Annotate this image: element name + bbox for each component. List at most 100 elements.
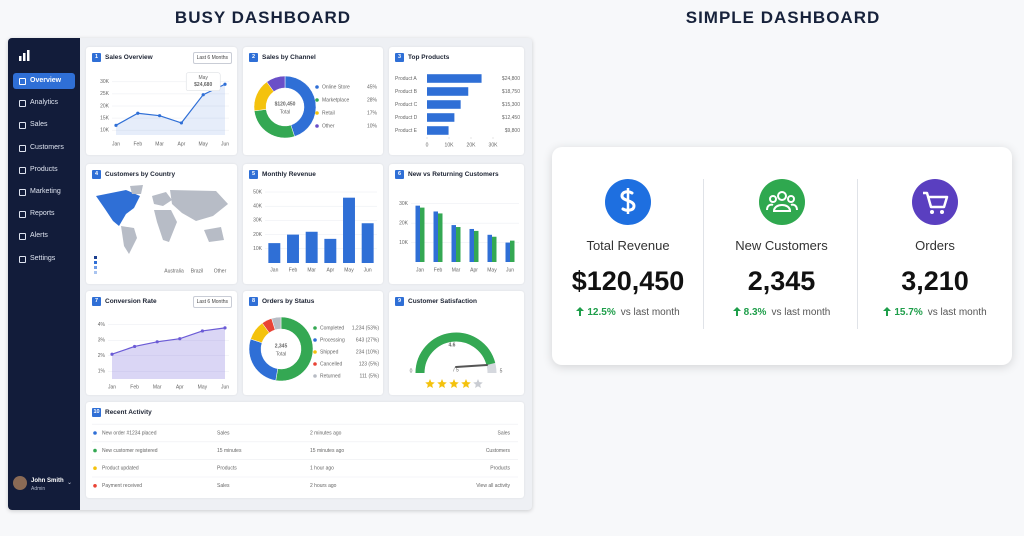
bar <box>427 113 455 122</box>
cell: Customers <box>486 448 511 454</box>
value-label: $18,750 <box>502 89 520 95</box>
legend-swatch <box>313 350 317 354</box>
metric-value: 3,210 <box>901 266 969 296</box>
up-arrow <box>883 307 892 316</box>
bar <box>469 228 474 262</box>
metric-change: 15.7% vs last month <box>859 307 1011 318</box>
value-label: $9,800 <box>505 128 521 134</box>
x-tick-label: Jan <box>416 267 424 273</box>
tooltip-label: May <box>198 75 208 81</box>
cell: Product updated <box>102 466 139 472</box>
point <box>223 82 227 86</box>
point <box>158 114 162 118</box>
value-label: 10% <box>367 123 378 129</box>
metric-value: $120,450 <box>571 266 685 296</box>
point <box>114 123 118 127</box>
card: 1% 2% 3% 4% Jan Feb Mar Apr May Jun 7 Conversion Ra… <box>86 291 237 395</box>
metric-label: New Customers <box>735 238 828 253</box>
value-label: 1,234 (53%) <box>352 325 380 331</box>
nav-item[interactable]: Settings <box>13 251 75 267</box>
metric-label: Orders <box>915 238 955 253</box>
bar <box>427 126 449 135</box>
map-region <box>121 226 137 254</box>
y-tick-label: 30K <box>100 79 110 85</box>
metric: Orders 3,210 15.7% vs last month <box>859 147 1011 365</box>
legend-label: Completed <box>320 325 344 331</box>
slice <box>275 316 314 382</box>
legend-swatch <box>94 261 97 264</box>
card: 0 10K 20K 30K Product A $24,800 Product B $18,7… <box>389 47 524 155</box>
y-tick-label: 10K <box>100 127 110 133</box>
nav-icon <box>19 255 26 263</box>
nav-item[interactable]: Sales <box>13 117 75 133</box>
line <box>111 327 226 355</box>
comparison: vs last month <box>771 307 831 318</box>
cell: New customer registered <box>102 448 158 454</box>
bar <box>487 234 492 262</box>
card-title: Sales Overview <box>105 54 153 61</box>
bar <box>438 213 443 262</box>
nav-item[interactable]: Products <box>13 162 75 178</box>
bar <box>433 211 438 262</box>
bar <box>456 227 461 262</box>
y-tick-label: 1% <box>98 369 106 375</box>
donut-total: $120,450 <box>275 101 296 107</box>
legend-swatch <box>315 98 319 102</box>
star <box>449 379 459 389</box>
category-label: Product C <box>395 102 418 108</box>
y-tick-label: 2% <box>98 353 106 359</box>
bar <box>343 197 355 263</box>
donut-total-label: Total <box>280 109 291 115</box>
star <box>437 379 447 389</box>
legend-label: Returned <box>320 373 341 379</box>
y-tick-label: 30K <box>253 218 263 224</box>
card-header: 10 Recent Activity <box>92 408 152 417</box>
gauge-needle <box>455 364 488 368</box>
area <box>112 327 225 379</box>
user-menu[interactable]: ⌄ <box>67 480 73 486</box>
y-tick-label: 3% <box>98 338 106 344</box>
legend-swatch <box>313 326 317 330</box>
card-number: 10 <box>92 408 101 417</box>
gauge-scale: / 5 <box>453 367 459 373</box>
nav-label: Alerts <box>30 232 48 240</box>
y-tick-label: 30K <box>399 201 409 207</box>
up-arrow <box>732 307 741 316</box>
card: Completed 1,234 (53%) Processing 643 (27%) S… <box>243 291 383 395</box>
view-all-link[interactable]: View all activity <box>476 483 510 489</box>
card-graphic: New order #1234 placed Sales 2 minutes ago… <box>92 423 518 489</box>
card-number: 6 <box>395 170 404 179</box>
card-header: 5 Monthly Revenue <box>249 170 316 179</box>
nav-item[interactable]: Marketing <box>13 184 75 200</box>
y-tick-label: 4% <box>98 322 106 328</box>
card-title: Customer Satisfaction <box>408 298 477 305</box>
icon-part <box>786 195 795 203</box>
nav-item[interactable]: Alerts <box>13 228 75 244</box>
busy-heading: BUSY DASHBOARD <box>174 8 352 27</box>
card-title: Customers by Country <box>105 171 176 178</box>
point <box>200 329 204 333</box>
filter-button[interactable]: Last 6 Months <box>192 52 232 64</box>
filter-button[interactable]: Last 6 Months <box>192 296 232 308</box>
nav-item[interactable]: Reports <box>13 206 75 222</box>
up-arrow <box>576 307 585 316</box>
nav-label: Marketing <box>30 188 61 195</box>
cell: Products <box>490 466 510 472</box>
bar <box>427 74 482 83</box>
status-dot <box>93 484 97 488</box>
status-dot <box>93 466 97 470</box>
x-tick-label: May <box>487 267 497 273</box>
slice <box>266 75 286 92</box>
nav-label: Sales <box>30 121 48 129</box>
bar <box>474 230 479 262</box>
nav-icon <box>19 144 26 152</box>
nav-item[interactable]: Analytics <box>13 95 75 111</box>
bar <box>505 242 510 262</box>
sidebar: John Smith Admin ⌄ Overview Analytics Sale… <box>8 38 80 510</box>
value-label: 643 (27%) <box>356 337 379 343</box>
icon <box>620 188 636 214</box>
nav-icon <box>19 233 26 241</box>
nav-item[interactable]: Overview <box>13 73 75 89</box>
nav-item[interactable]: Customers <box>13 140 75 156</box>
